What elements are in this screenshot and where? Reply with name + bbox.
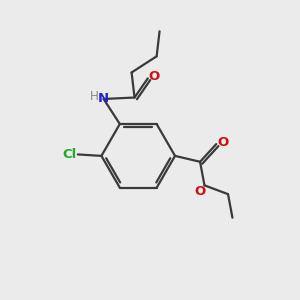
Text: O: O: [148, 70, 160, 83]
Text: Cl: Cl: [62, 148, 77, 161]
Text: H: H: [90, 89, 99, 103]
Text: O: O: [217, 136, 228, 149]
Text: O: O: [194, 185, 206, 198]
Text: N: N: [98, 92, 109, 106]
